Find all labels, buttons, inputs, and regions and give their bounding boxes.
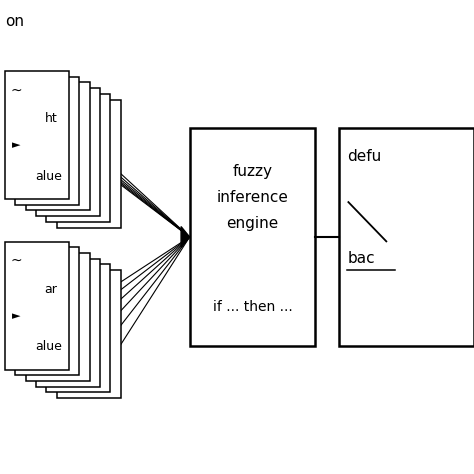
Bar <box>57 100 121 228</box>
Text: alue: alue <box>35 340 62 353</box>
Bar <box>46 94 110 222</box>
Text: ~: ~ <box>10 83 22 97</box>
Bar <box>46 264 110 392</box>
Text: ►: ► <box>12 311 20 321</box>
Text: inference: inference <box>217 190 288 205</box>
Polygon shape <box>181 227 190 247</box>
Text: ht: ht <box>45 112 57 125</box>
Text: ~: ~ <box>10 254 22 268</box>
Text: defu: defu <box>347 149 382 164</box>
Bar <box>339 128 474 346</box>
Text: alue: alue <box>35 170 62 182</box>
Text: ►: ► <box>12 140 20 150</box>
Text: if ... then ...: if ... then ... <box>212 300 292 314</box>
Bar <box>5 71 69 199</box>
Bar <box>36 88 100 216</box>
Text: engine: engine <box>226 216 279 231</box>
Bar <box>15 247 79 375</box>
Bar <box>190 128 315 346</box>
Bar <box>26 253 90 381</box>
Text: on: on <box>5 14 24 29</box>
Text: ar: ar <box>45 283 57 296</box>
Text: bac: bac <box>347 251 375 266</box>
Bar <box>36 259 100 387</box>
Bar <box>57 270 121 398</box>
Text: fuzzy: fuzzy <box>232 164 273 179</box>
Bar <box>15 77 79 205</box>
Bar <box>5 242 69 370</box>
Bar <box>26 82 90 210</box>
